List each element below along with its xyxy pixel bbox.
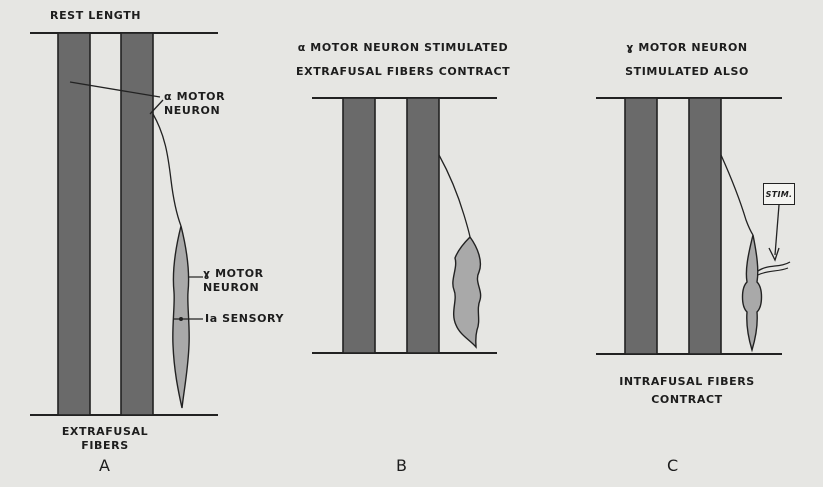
panel-c-bottom-line1: INTRAFUSAL FIBERS bbox=[619, 375, 755, 388]
panel-a-letter: A bbox=[99, 456, 110, 475]
panel-c-stim-lead bbox=[774, 204, 780, 256]
panel-a-bottom-line2: FIBERS bbox=[81, 439, 129, 452]
panel-a-alpha-label: α MOTOR NEURON bbox=[164, 90, 225, 118]
stim-box: STIM. bbox=[763, 183, 795, 205]
panel-c-electrode-wire-2 bbox=[757, 267, 789, 276]
panel-a-alpha-leader-1 bbox=[69, 81, 161, 98]
panel-a-alpha-line2: NEURON bbox=[164, 104, 221, 117]
panel-b-title-line1: α MOTOR NEURON STIMULATED bbox=[297, 41, 509, 54]
panel-c-graphic bbox=[596, 97, 791, 355]
panel-a-alpha-line1: α MOTOR bbox=[164, 90, 226, 103]
panel-a-extrafusal-fiber-right bbox=[120, 32, 154, 416]
panel-a-graphic bbox=[30, 32, 218, 416]
panel-b-title-line2: EXTRAFUSAL FIBERS CONTRACT bbox=[296, 65, 511, 78]
panel-a-gamma-line2: NEURON bbox=[203, 281, 260, 294]
panel-c-electrode-wire bbox=[757, 261, 791, 272]
panel-c-title-line1: ɣ MOTOR NEURON bbox=[626, 41, 748, 54]
panel-b-extrafusal-fiber-left bbox=[342, 97, 376, 354]
panel-c-intrafusal-spindle bbox=[741, 234, 763, 353]
panel-a-bottom-line1: EXTRAFUSAL bbox=[61, 425, 149, 438]
panel-c-bottom-line2: CONTRACT bbox=[651, 393, 723, 406]
panel-c-title-line2: STIMULATED ALSO bbox=[625, 65, 749, 78]
panel-a-title: REST LENGTH bbox=[50, 9, 142, 22]
panel-c-extrafusal-fiber-right bbox=[688, 97, 722, 355]
panel-a-nerve-strand bbox=[152, 113, 182, 227]
panel-a-bottom-label: EXTRAFUSAL FIBERS bbox=[60, 425, 150, 453]
panel-a-gamma-line1: ɣ MOTOR bbox=[203, 267, 264, 280]
panel-c-letter: C bbox=[667, 456, 679, 475]
panel-b-intrafusal-spindle bbox=[452, 235, 482, 349]
panel-b-letter: B bbox=[396, 456, 407, 475]
panel-c-stim-arrow bbox=[768, 247, 780, 262]
panel-b-graphic bbox=[312, 97, 497, 354]
panel-c-title: ɣ MOTOR NEURON STIMULATED ALSO bbox=[612, 41, 762, 79]
panel-c-extrafusal-fiber-left bbox=[624, 97, 658, 355]
panel-a-gamma-label: ɣ MOTOR NEURON bbox=[203, 267, 264, 295]
panel-b-nerve-strand bbox=[438, 154, 471, 238]
panel-b-extrafusal-fiber-right bbox=[406, 97, 440, 354]
panel-a-sensory-label: Ia SENSORY bbox=[205, 312, 285, 325]
panel-a-extrafusal-fiber-left bbox=[57, 32, 91, 416]
panel-a-alpha-leader-2 bbox=[149, 99, 164, 115]
panel-c-bottom-label: INTRAFUSAL FIBERS CONTRACT bbox=[612, 375, 762, 407]
stim-label: STIM. bbox=[765, 189, 793, 199]
panel-c-nerve-strand bbox=[720, 154, 754, 236]
panel-b-title: α MOTOR NEURON STIMULATED EXTRAFUSAL FIB… bbox=[296, 41, 510, 79]
